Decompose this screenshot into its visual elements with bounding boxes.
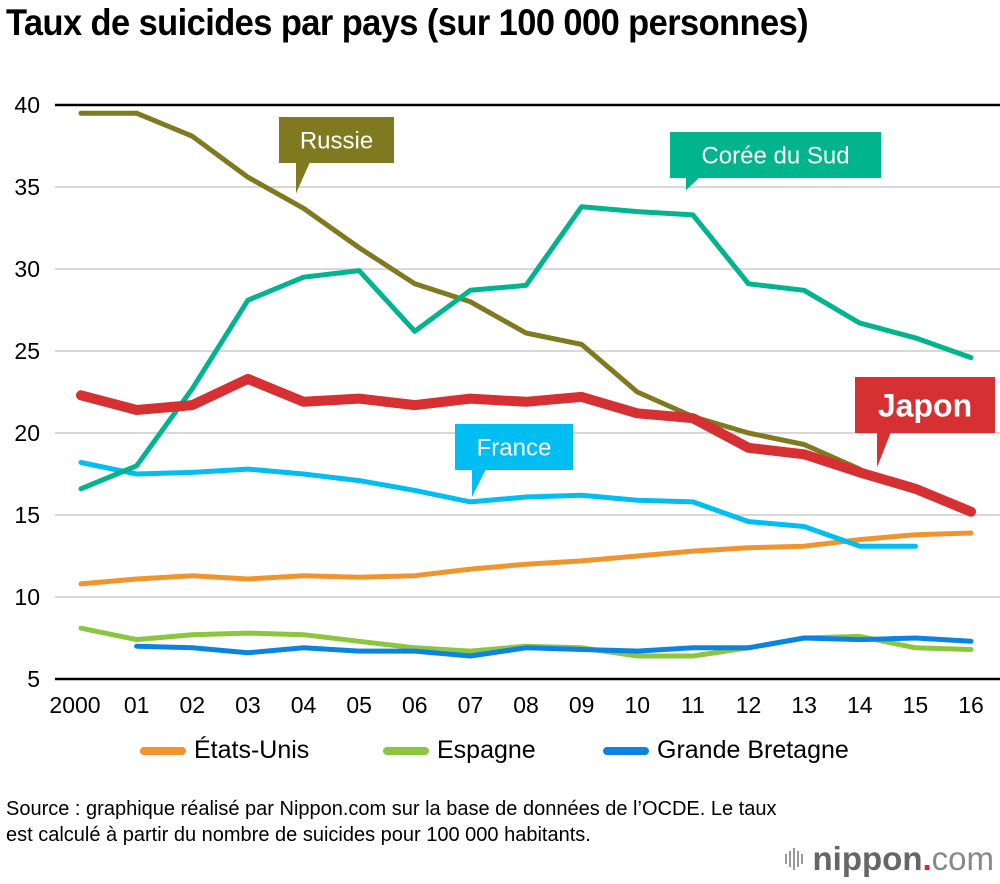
x-tick-label: 03 — [235, 692, 261, 718]
x-tick-label: 06 — [402, 692, 428, 718]
callout-box — [855, 377, 995, 433]
callout-label: Corée du Sud — [701, 143, 849, 170]
x-tick-label: 07 — [458, 692, 484, 718]
y-tick-label: 20 — [14, 420, 40, 446]
legend-label: États-Unis — [194, 736, 310, 764]
legend-label: Espagne — [437, 736, 536, 764]
callout-cor-e-du-sud: Corée du Sud — [670, 132, 881, 191]
x-tick-label: 2000 — [49, 692, 100, 718]
callout-pointer — [877, 432, 891, 468]
legend-swatch — [140, 746, 186, 755]
x-tick-label: 14 — [847, 692, 873, 718]
callout-japon: Japon — [855, 377, 995, 468]
x-tick-label: 04 — [291, 692, 317, 718]
callout-france: France — [455, 424, 573, 497]
legend-item-espagne: Espagne — [383, 736, 536, 765]
x-tick-label: 13 — [791, 692, 817, 718]
legend-swatch — [603, 746, 649, 755]
callout-pointer — [296, 162, 310, 194]
source-note: Source : graphique réalisé par Nippon.co… — [6, 798, 777, 846]
callout-label: France — [477, 435, 552, 462]
line-chart: 5 10 15 20 25 30 35 40 2000 01 02 03 04 05 06 07 08 09 10… — [14, 92, 1000, 718]
series-layer — [76, 110, 976, 659]
sound-wave-icon — [784, 848, 805, 870]
legend: États-Unis Espagne Grande Bretagne — [0, 736, 1000, 772]
callout-label: Japon — [878, 388, 972, 424]
x-tick-label: 05 — [346, 692, 372, 718]
x-tick-label: 10 — [624, 692, 650, 718]
series-line-france — [78, 460, 918, 549]
y-tick-label: 25 — [14, 338, 40, 364]
logo-text-light: com — [931, 840, 994, 877]
x-tick-label: 09 — [569, 692, 595, 718]
callout-pointer — [686, 177, 700, 191]
legend-swatch — [383, 746, 429, 755]
callout-pointer — [472, 469, 486, 497]
x-tick-label: 12 — [736, 692, 762, 718]
logo-dot: . — [922, 840, 932, 877]
legend-label: Grande Bretagne — [657, 736, 849, 764]
x-tick-label: 11 — [681, 692, 705, 718]
x-tick-label: 15 — [903, 692, 929, 718]
callout-label: Russie — [300, 128, 373, 155]
y-tick-label: 5 — [27, 666, 40, 692]
x-tick-label: 01 — [124, 692, 150, 718]
legend-item-etats-unis: États-Unis — [140, 736, 309, 765]
logo-text-bold: nippon — [812, 840, 923, 877]
x-axis-ticks: 2000 01 02 03 04 05 06 07 08 09 10 11 12 13 14 15 16 — [49, 692, 983, 718]
callout-layer: Russie Corée du Sud France Japon — [279, 117, 995, 497]
callout-box — [670, 132, 881, 178]
grid-layer — [55, 103, 1000, 681]
legend-item-grande-bretagne: Grande Bretagne — [603, 736, 849, 765]
callout-box — [455, 424, 573, 470]
nippon-logo: nippon. com — [784, 840, 994, 878]
y-axis-ticks: 5 10 15 20 25 30 35 40 — [14, 92, 40, 692]
x-tick-label: 16 — [958, 692, 984, 718]
chart-title: Taux de suicides par pays (sur 100 000 p… — [6, 2, 809, 43]
y-tick-label: 15 — [14, 502, 40, 528]
callout-russie: Russie — [279, 117, 394, 194]
series-line-grande-bretagne — [134, 635, 974, 659]
x-tick-label: 08 — [513, 692, 539, 718]
callout-box — [279, 117, 394, 163]
y-tick-label: 35 — [14, 174, 40, 200]
y-tick-label: 10 — [14, 584, 40, 610]
y-tick-label: 40 — [14, 92, 40, 118]
y-tick-label: 30 — [14, 256, 40, 282]
x-tick-label: 02 — [179, 692, 205, 718]
